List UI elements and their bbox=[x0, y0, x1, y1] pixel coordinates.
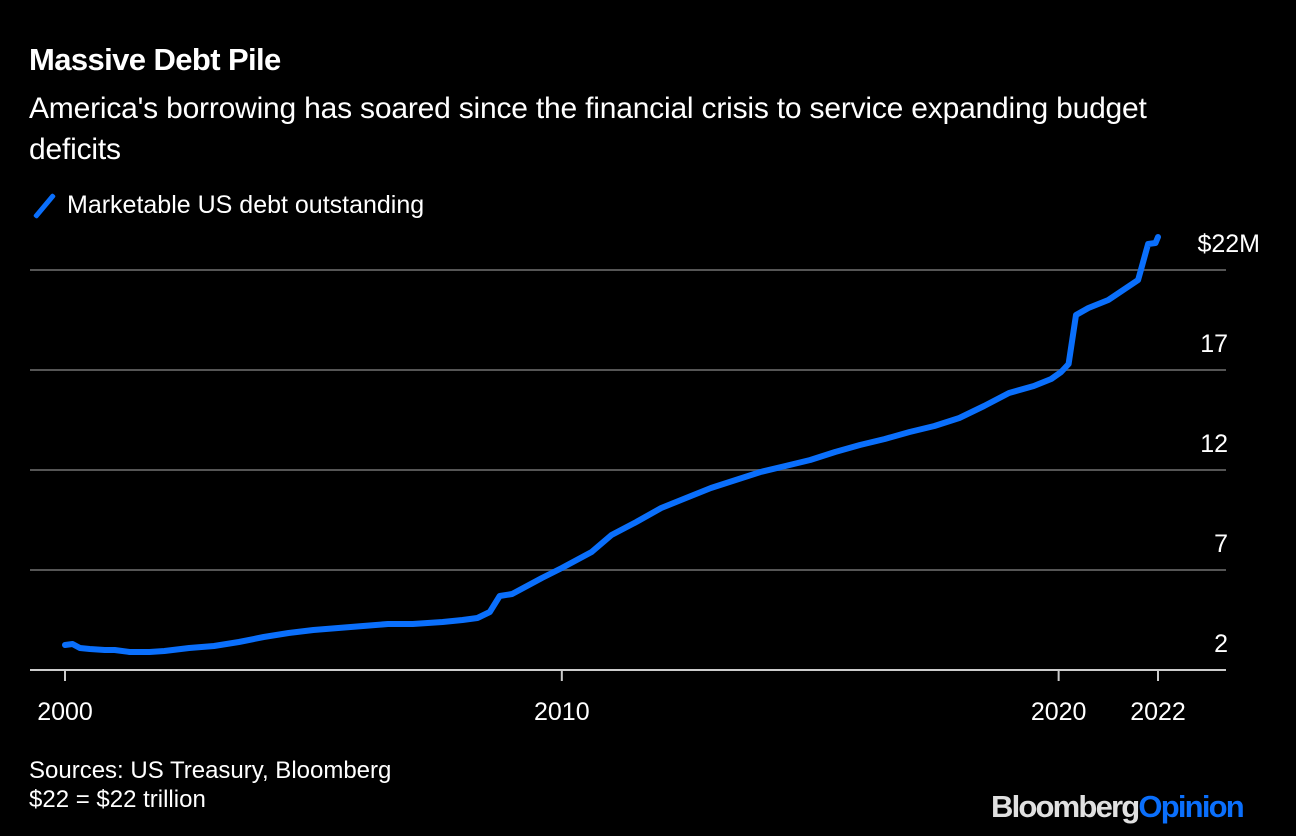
y-tick-label: 17 bbox=[1200, 330, 1228, 358]
source-line: Sources: US Treasury, Bloomberg bbox=[29, 757, 392, 784]
x-tick-label: 2020 bbox=[1031, 698, 1087, 726]
legend-label: Marketable US debt outstanding bbox=[67, 191, 425, 219]
gridlines bbox=[30, 269, 1226, 571]
chart-title: Massive Debt Pile bbox=[29, 42, 281, 77]
x-axis: 2000 2010 2020 2022 bbox=[30, 669, 1226, 726]
y-tick-label: $22M bbox=[1197, 230, 1260, 258]
y-tick-label: 7 bbox=[1214, 530, 1228, 558]
y-axis-labels: 2 7 12 17 $22M bbox=[1197, 230, 1260, 658]
x-tick-label: 2022 bbox=[1130, 698, 1186, 726]
logo-opinion: Opinion bbox=[1138, 789, 1244, 824]
y-tick-label: 12 bbox=[1200, 430, 1228, 458]
logo-bloomberg: Bloomberg bbox=[991, 789, 1140, 824]
source-note: Sources: US Treasury, Bloomberg $22 = $2… bbox=[29, 756, 391, 814]
series-group bbox=[62, 234, 1161, 655]
y-tick-label: 2 bbox=[1214, 630, 1228, 658]
chart-subtitle: America's borrowing has soared since the… bbox=[29, 92, 1147, 166]
x-tick-label: 2010 bbox=[534, 698, 590, 726]
bloomberg-opinion-logo: BloombergOpinion bbox=[991, 789, 1245, 825]
series-line bbox=[62, 234, 1161, 655]
legend: Marketable US debt outstanding bbox=[31, 191, 424, 220]
unit-note: $22 = $22 trillion bbox=[29, 786, 206, 813]
x-tick-label: 2000 bbox=[37, 698, 93, 726]
